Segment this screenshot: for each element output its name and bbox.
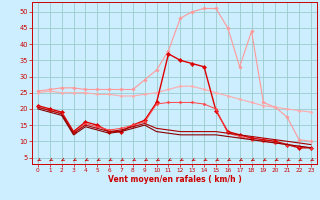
X-axis label: Vent moyen/en rafales ( km/h ): Vent moyen/en rafales ( km/h ) <box>108 175 241 184</box>
